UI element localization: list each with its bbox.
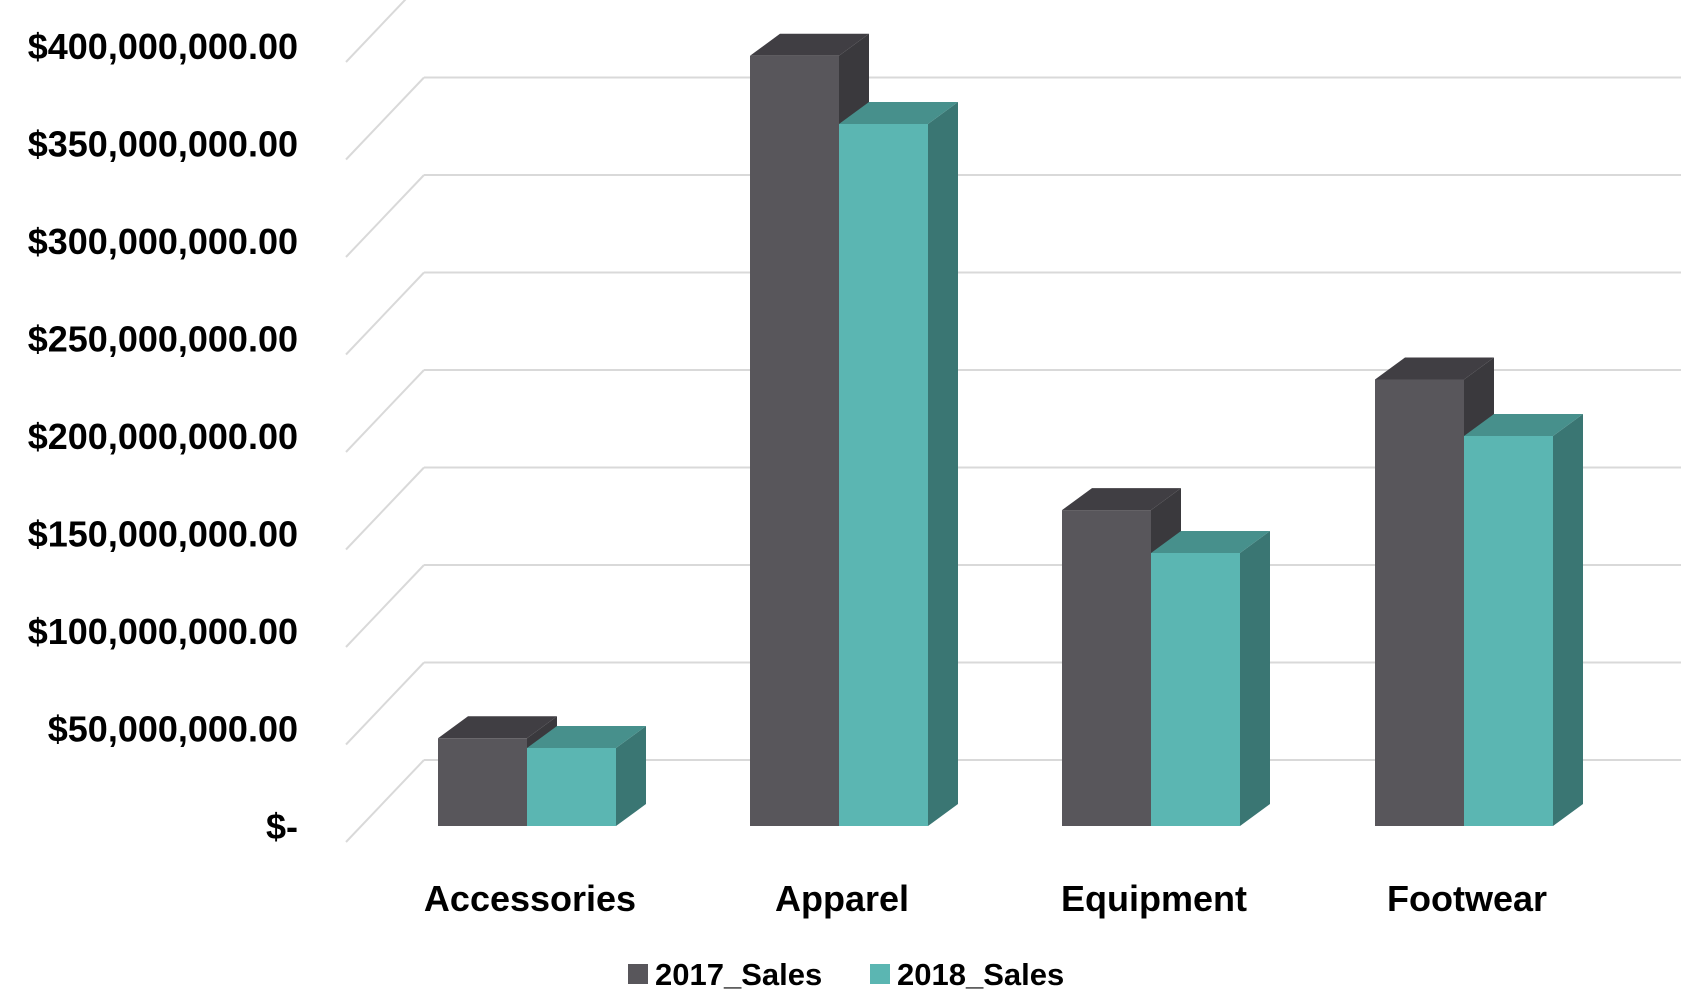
bar-side — [928, 102, 958, 826]
gridline-diagonal — [345, 271, 425, 356]
legend-swatch — [628, 964, 648, 984]
y-tick-label: $50,000,000.00 — [48, 709, 298, 750]
bar-top — [750, 33, 869, 56]
x-axis-tick-labels: Accessories Apparel Equipment Footwear — [424, 878, 1547, 919]
bar-top — [1375, 357, 1494, 380]
bar-front — [1062, 510, 1151, 826]
legend-label: 2017_Sales — [655, 957, 822, 992]
gridline-diagonal — [345, 661, 425, 746]
y-tick-label: $400,000,000.00 — [28, 26, 298, 67]
bar-2018_Sales-Apparel — [839, 102, 958, 826]
bar-top — [1151, 531, 1270, 553]
y-axis-tick-labels: $- $50,000,000.00 $100,000,000.00 $150,000,… — [28, 26, 298, 847]
bar-2018_Sales-Accessories — [527, 726, 646, 826]
bar-top — [527, 726, 646, 748]
y-tick-label: $100,000,000.00 — [28, 611, 298, 652]
gridline-diagonal — [345, 369, 425, 453]
x-tick-label: Apparel — [775, 878, 909, 919]
x-tick-label: Equipment — [1061, 878, 1247, 919]
legend-item-2017_Sales: 2017_Sales — [628, 957, 822, 992]
gridline-diagonal — [345, 466, 425, 551]
y-tick-label: $- — [266, 806, 298, 847]
bar-top — [839, 102, 958, 124]
bar-side — [1240, 531, 1270, 826]
x-tick-label: Accessories — [424, 878, 636, 919]
gridline-diagonal — [345, 174, 425, 258]
legend-label: 2018_Sales — [897, 957, 1064, 992]
legend-item-2018_Sales: 2018_Sales — [870, 957, 1064, 992]
legend-swatch — [870, 964, 890, 984]
bar-side — [616, 726, 646, 826]
bar-2018_Sales-Footwear — [1464, 414, 1583, 826]
bar-front — [527, 748, 616, 826]
gridline-diagonal — [345, 564, 425, 648]
legend: 2017_Sales 2018_Sales — [628, 957, 1064, 992]
bar-front — [438, 738, 527, 826]
bar-front — [839, 124, 928, 826]
y-tick-label: $250,000,000.00 — [28, 319, 298, 360]
bar-front — [750, 55, 839, 826]
gridline-diagonal — [345, 759, 425, 843]
bar-2018_Sales-Equipment — [1151, 531, 1270, 826]
bar-top — [1464, 414, 1583, 436]
y-tick-label: $150,000,000.00 — [28, 514, 298, 555]
y-tick-label: $300,000,000.00 — [28, 221, 298, 262]
bar-side — [1553, 414, 1583, 826]
gridline-diagonal — [345, 0, 407, 63]
bars — [438, 33, 1583, 826]
bar-front — [1375, 379, 1464, 826]
y-tick-label: $350,000,000.00 — [28, 124, 298, 165]
x-tick-label: Footwear — [1387, 878, 1547, 919]
gridline-diagonal — [345, 76, 425, 161]
bar-front — [1464, 436, 1553, 826]
bar-top — [1062, 488, 1181, 511]
bar-front — [1151, 553, 1240, 826]
y-tick-label: $200,000,000.00 — [28, 416, 298, 457]
bar-top — [438, 716, 557, 739]
